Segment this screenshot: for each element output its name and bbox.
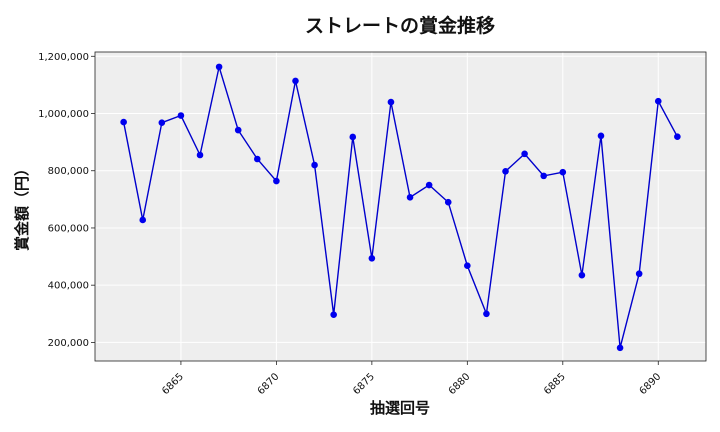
data-point	[368, 254, 376, 262]
data-point	[654, 97, 662, 105]
data-point	[521, 150, 528, 158]
data-point	[559, 168, 567, 176]
data-point	[234, 126, 242, 134]
data-point	[120, 118, 127, 126]
data-point	[483, 310, 490, 318]
data-point	[597, 132, 605, 140]
y-tick-label: 200,000	[48, 338, 89, 349]
data-point	[349, 133, 357, 141]
data-point	[330, 311, 337, 318]
y-tick-label: 600,000	[48, 223, 89, 234]
plot-frame	[94, 51, 707, 362]
data-point	[387, 98, 395, 106]
grid-layer	[95, 52, 706, 361]
data-point	[139, 216, 147, 224]
data-point	[273, 177, 280, 185]
data-point	[425, 181, 433, 189]
data-point	[196, 151, 204, 159]
data-point	[540, 172, 548, 180]
y-tick-label: 800,000	[48, 166, 89, 177]
data-point	[292, 77, 299, 85]
data-point	[311, 161, 318, 169]
plot-area	[95, 52, 706, 361]
series-layer	[120, 63, 681, 352]
series-line	[122, 64, 678, 349]
data-point	[464, 262, 471, 270]
x-axis-label: 抽選回号	[370, 399, 430, 417]
data-point	[635, 270, 643, 278]
data-point	[578, 271, 586, 279]
data-point	[616, 344, 624, 352]
y-axis-label: 賞金額（円）	[13, 161, 31, 251]
data-point	[215, 63, 223, 71]
chart-title: ストレートの賞金推移	[305, 14, 495, 37]
data-point	[674, 133, 681, 140]
data-point	[253, 155, 261, 163]
data-point	[406, 194, 414, 201]
y-axis-ticks: 200,000 400,000 600,000 800,000 1,000,000 1,2…	[38, 52, 95, 349]
y-tick-label: 1,000,000	[38, 109, 89, 120]
data-point	[502, 168, 509, 175]
y-tick-label: 1,200,000	[38, 52, 89, 63]
data-point	[444, 198, 452, 206]
data-point	[158, 119, 166, 126]
y-tick-label: 400,000	[48, 281, 89, 292]
data-point	[177, 112, 185, 119]
